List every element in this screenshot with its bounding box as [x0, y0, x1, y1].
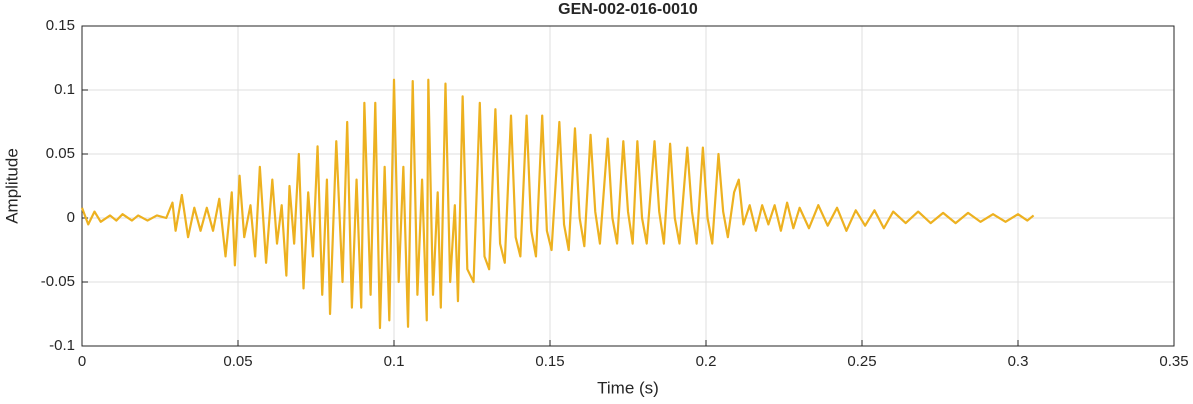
y-tick-label: -0.05 — [41, 273, 75, 290]
y-tick-label: -0.1 — [49, 337, 75, 354]
x-tick-label: 0.2 — [696, 353, 717, 370]
x-tick-label: 0.3 — [1008, 353, 1029, 370]
x-tick-label: 0.15 — [535, 353, 564, 370]
x-tick-label: 0.35 — [1159, 353, 1188, 370]
x-axis-label: Time (s) — [597, 378, 659, 397]
chart-title: GEN-002-016-0010 — [558, 1, 698, 18]
y-tick-label: 0 — [67, 209, 75, 226]
y-tick-label: 0.1 — [54, 81, 75, 98]
x-tick-label: 0.1 — [384, 353, 405, 370]
y-tick-label: 0.15 — [46, 17, 75, 34]
plot-area — [82, 26, 1174, 346]
axes-box — [81, 25, 1175, 347]
x-tick-label: 0 — [78, 353, 86, 370]
waveform-line — [80, 78, 1035, 330]
x-tick-label: 0.25 — [847, 353, 876, 370]
y-tick-label: 0.05 — [46, 145, 75, 162]
x-tick-label: 0.05 — [223, 353, 252, 370]
y-axis-label: Amplitude — [2, 148, 21, 224]
